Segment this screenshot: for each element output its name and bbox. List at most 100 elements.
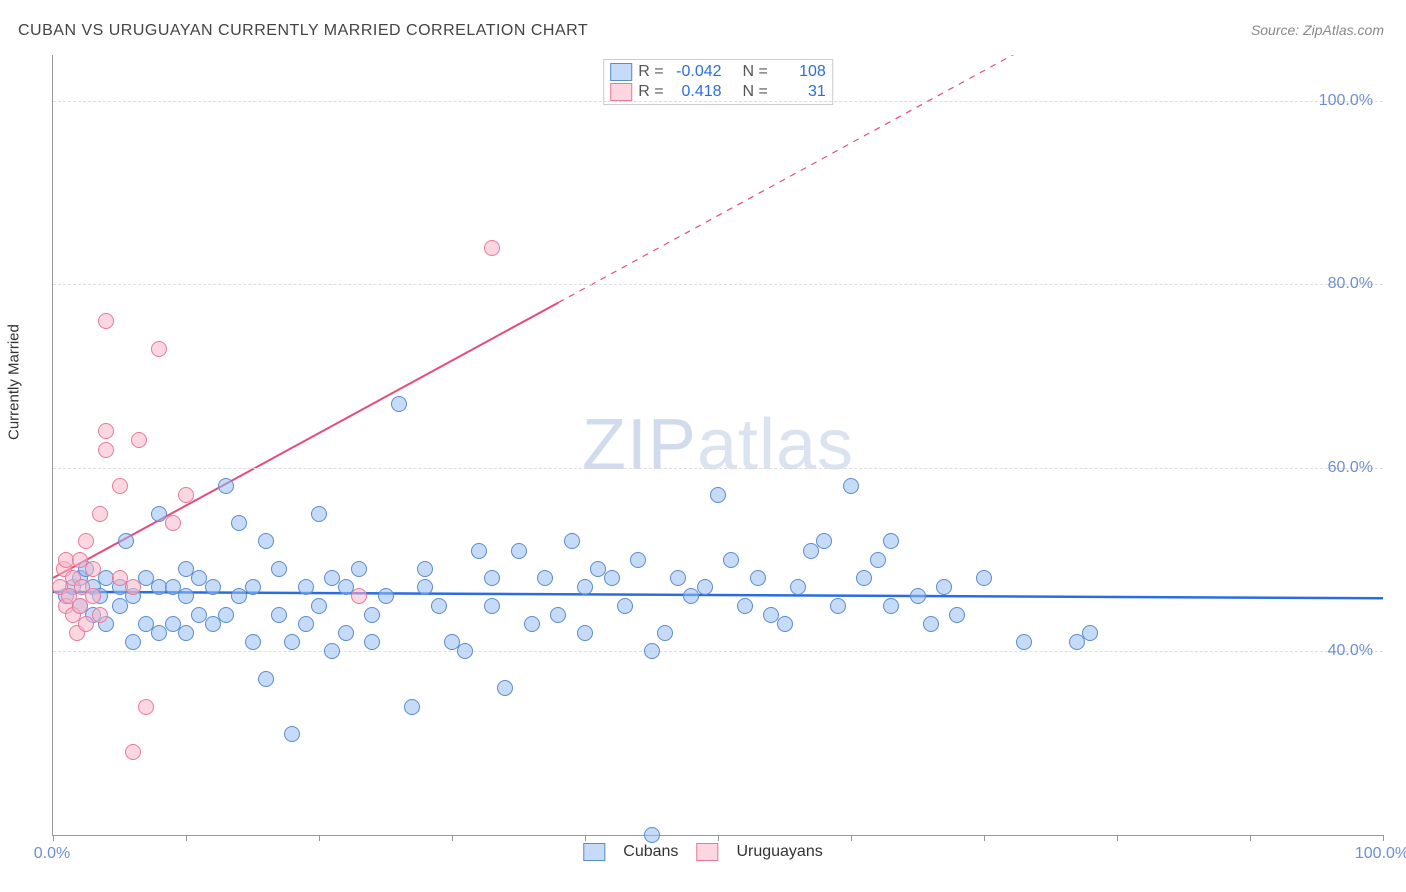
- source-attribution: Source: ZipAtlas.com: [1251, 22, 1384, 38]
- data-point: [284, 634, 300, 650]
- x-tick-label: 100.0%: [1355, 845, 1406, 863]
- stats-row: R = -0.042 N = 108: [610, 62, 826, 82]
- gridline: [53, 651, 1383, 652]
- watermark-light: atlas: [697, 405, 854, 485]
- data-point: [1082, 625, 1098, 641]
- data-point: [178, 625, 194, 641]
- y-tick-label: 60.0%: [1328, 459, 1373, 477]
- stat-r-value: -0.042: [670, 63, 722, 81]
- data-point: [471, 543, 487, 559]
- data-point: [644, 643, 660, 659]
- x-tick: [53, 835, 54, 841]
- data-point: [271, 607, 287, 623]
- data-point: [92, 607, 108, 623]
- data-point: [910, 588, 926, 604]
- stat-n-value: 108: [774, 63, 826, 81]
- data-point: [883, 598, 899, 614]
- data-point: [231, 515, 247, 531]
- gridline: [53, 468, 1383, 469]
- data-point: [218, 478, 234, 494]
- data-point: [131, 432, 147, 448]
- chart-title: CUBAN VS URUGUAYAN CURRENTLY MARRIED COR…: [18, 22, 588, 40]
- data-point: [98, 442, 114, 458]
- x-tick-label: 0.0%: [34, 845, 70, 863]
- data-point: [843, 478, 859, 494]
- gridline: [53, 101, 1383, 102]
- data-point: [564, 533, 580, 549]
- stat-n-label: N =: [742, 83, 767, 101]
- y-tick-label: 80.0%: [1328, 275, 1373, 293]
- data-point: [830, 598, 846, 614]
- data-point: [723, 552, 739, 568]
- data-point: [258, 671, 274, 687]
- data-point: [604, 570, 620, 586]
- data-point: [378, 588, 394, 604]
- y-axis-label: Currently Married: [6, 324, 23, 440]
- x-tick: [984, 835, 985, 841]
- data-point: [417, 579, 433, 595]
- data-point: [178, 487, 194, 503]
- watermark: ZIPatlas: [582, 404, 854, 486]
- data-point: [737, 598, 753, 614]
- x-tick: [186, 835, 187, 841]
- data-point: [151, 341, 167, 357]
- data-point: [98, 313, 114, 329]
- data-point: [284, 726, 300, 742]
- data-point: [85, 588, 101, 604]
- data-point: [790, 579, 806, 595]
- x-tick: [585, 835, 586, 841]
- data-point: [138, 699, 154, 715]
- data-point: [1016, 634, 1032, 650]
- stats-row: R =0.418 N =31: [610, 82, 826, 102]
- x-tick: [1383, 835, 1384, 841]
- data-point: [949, 607, 965, 623]
- data-point: [78, 533, 94, 549]
- legend-label: Uruguayans: [736, 843, 822, 861]
- data-point: [497, 680, 513, 696]
- data-point: [125, 634, 141, 650]
- data-point: [777, 616, 793, 632]
- x-tick: [452, 835, 453, 841]
- gridline: [53, 284, 1383, 285]
- data-point: [92, 506, 108, 522]
- data-point: [271, 561, 287, 577]
- data-point: [351, 588, 367, 604]
- data-point: [404, 699, 420, 715]
- data-point: [364, 607, 380, 623]
- data-point: [537, 570, 553, 586]
- data-point: [218, 607, 234, 623]
- data-point: [417, 561, 433, 577]
- x-tick: [851, 835, 852, 841]
- series-swatch-icon: [610, 63, 632, 81]
- data-point: [457, 643, 473, 659]
- trend-lines: [53, 55, 1383, 835]
- data-point: [258, 533, 274, 549]
- data-point: [364, 634, 380, 650]
- correlation-stats-box: R =-0.042 N =108R =0.418 N =31: [603, 59, 833, 105]
- data-point: [870, 552, 886, 568]
- data-point: [484, 598, 500, 614]
- data-point: [311, 598, 327, 614]
- data-point: [484, 570, 500, 586]
- data-point: [391, 396, 407, 412]
- data-point: [976, 570, 992, 586]
- data-point: [697, 579, 713, 595]
- legend-swatch-icon: [583, 843, 605, 861]
- data-point: [324, 643, 340, 659]
- stat-n-value: 31: [774, 83, 826, 101]
- data-point: [923, 616, 939, 632]
- data-point: [617, 598, 633, 614]
- data-point: [550, 607, 566, 623]
- stat-n-label: N =: [742, 63, 767, 81]
- series-legend: CubansUruguayans: [583, 843, 822, 861]
- data-point: [205, 579, 221, 595]
- data-point: [710, 487, 726, 503]
- data-point: [245, 579, 261, 595]
- y-tick-label: 100.0%: [1319, 92, 1373, 110]
- data-point: [85, 561, 101, 577]
- y-tick-label: 40.0%: [1328, 642, 1373, 660]
- stat-r-label: R =: [638, 63, 663, 81]
- data-point: [511, 543, 527, 559]
- data-point: [670, 570, 686, 586]
- data-point: [338, 625, 354, 641]
